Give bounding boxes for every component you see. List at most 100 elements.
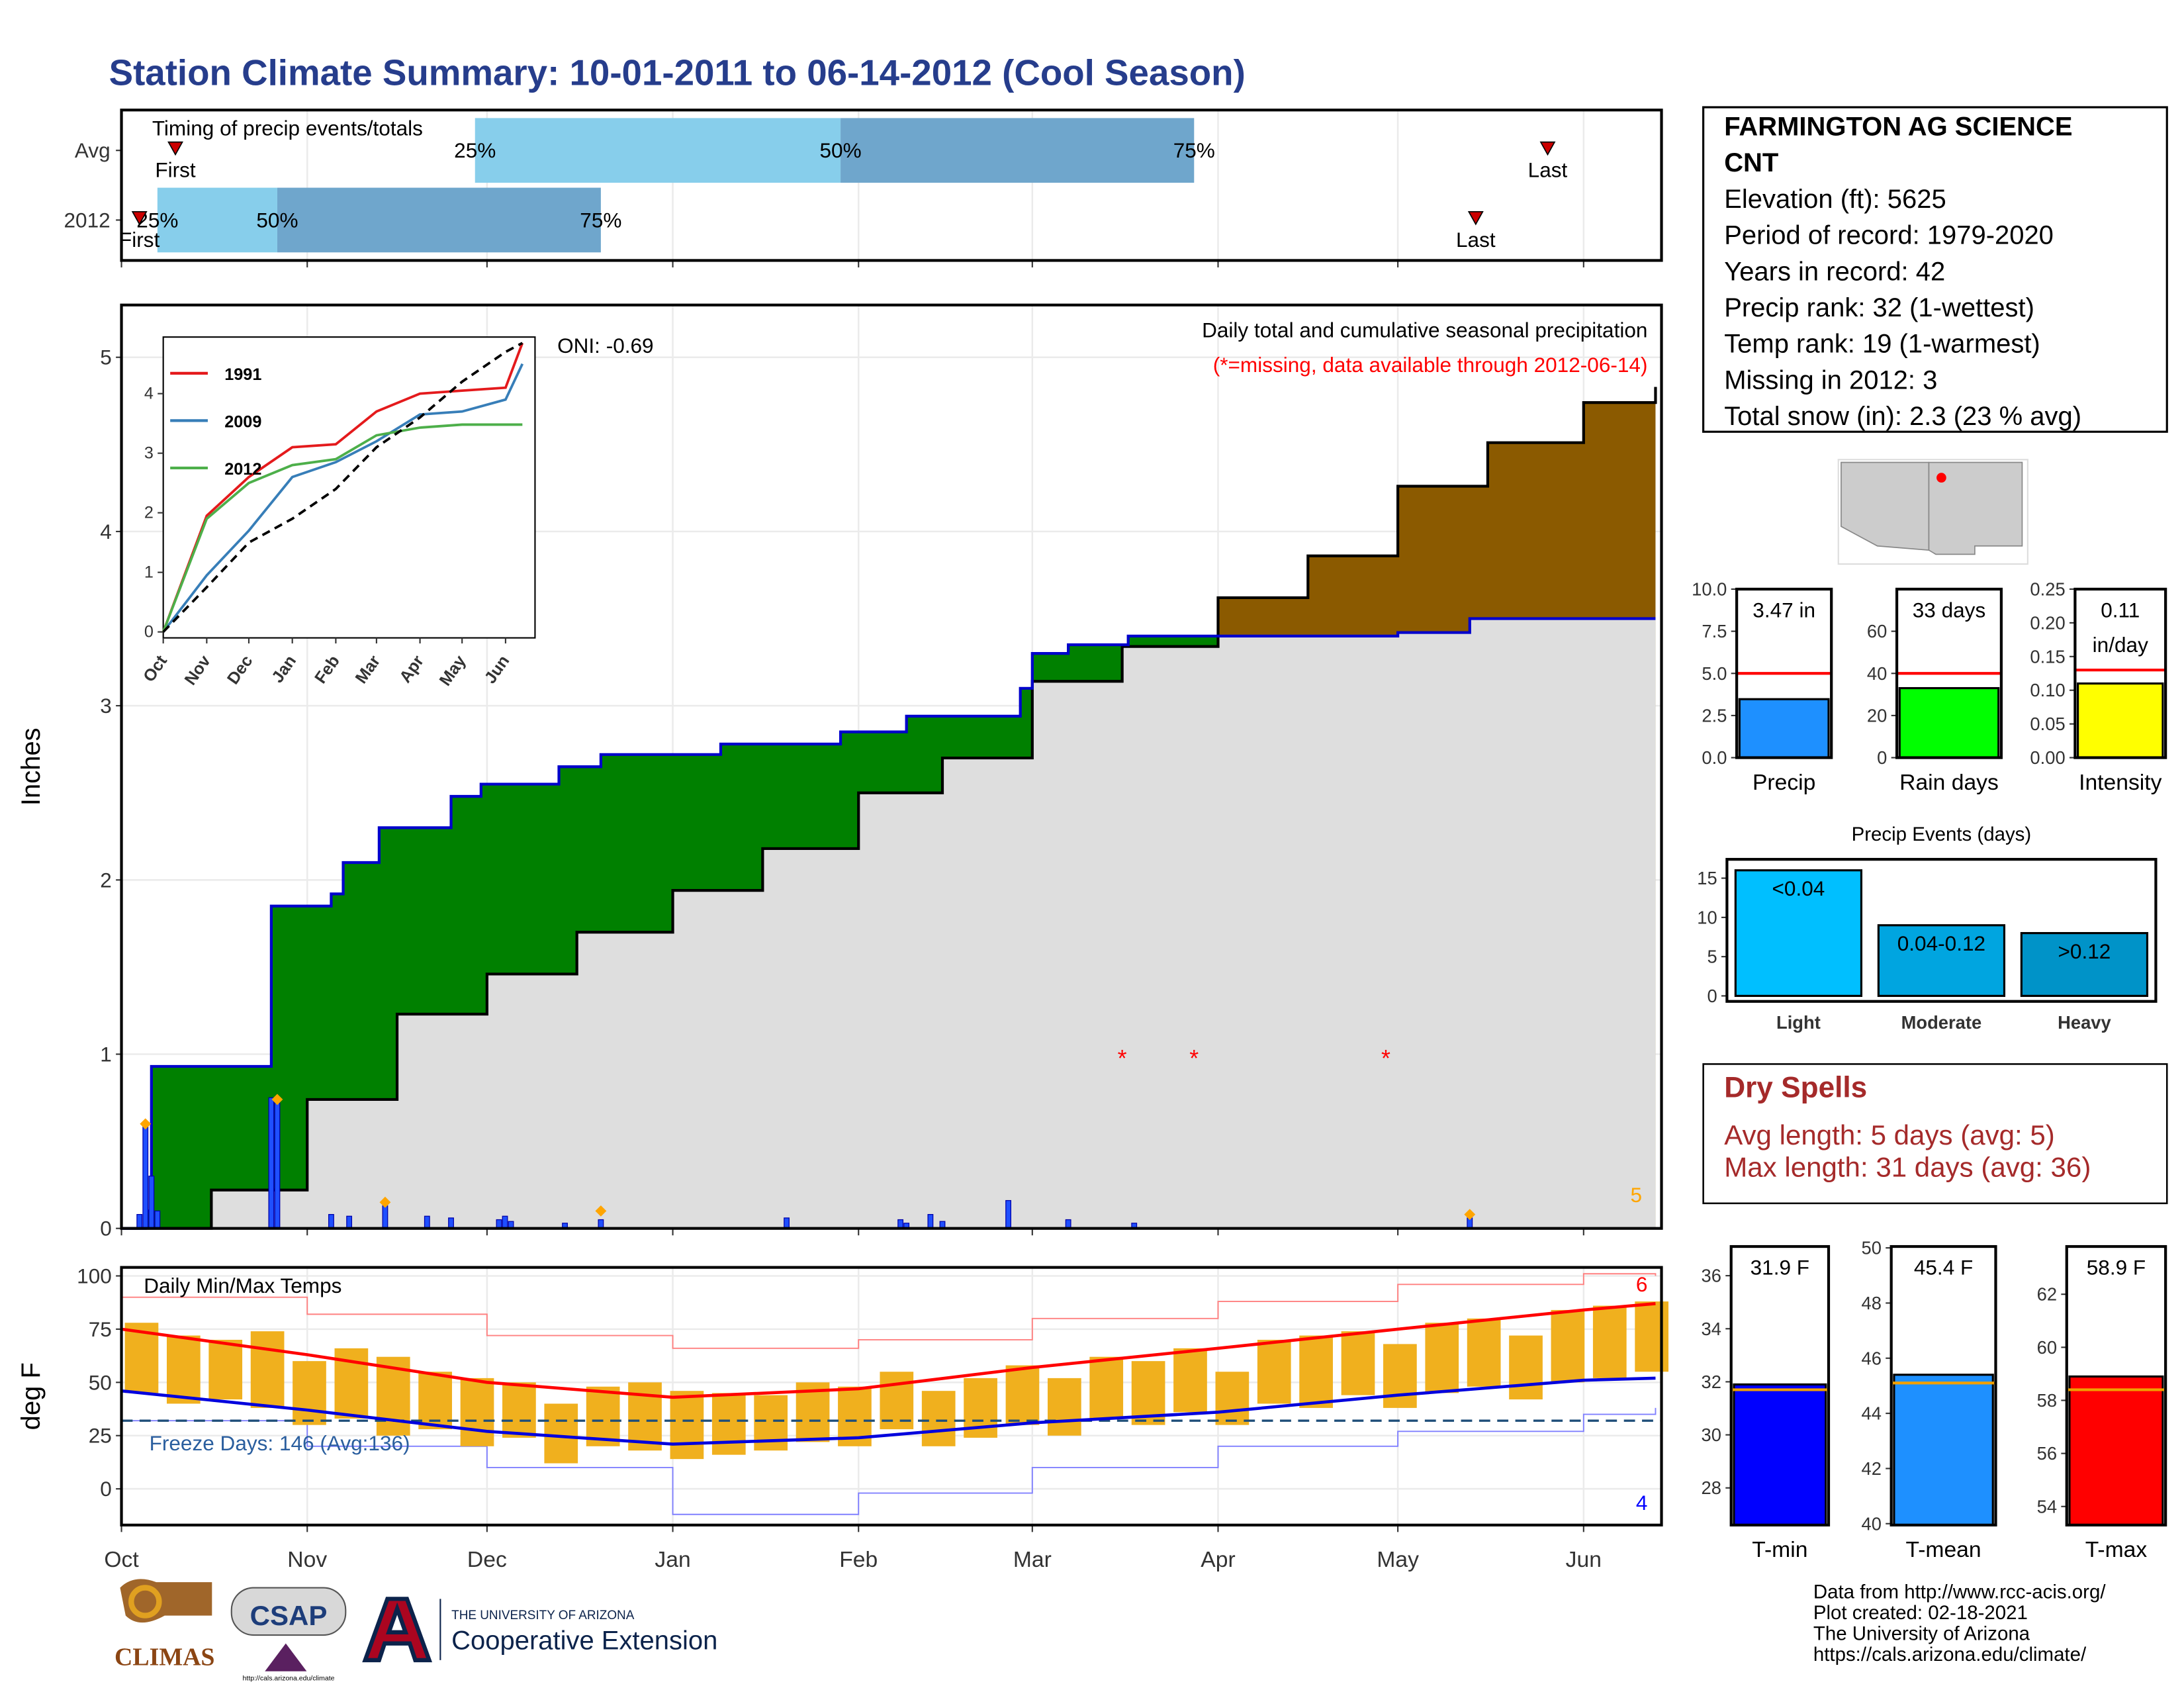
- extension-name: Cooperative Extension: [451, 1626, 717, 1655]
- normal-high-line: [121, 1301, 1656, 1399]
- logos: CLIMAS CSAP http://cals.arizona.edu/clim…: [114, 1579, 717, 1682]
- value-label: 3.47 in: [1752, 598, 1815, 622]
- x-tick-label: Dec: [467, 1548, 507, 1572]
- y-tick-label: 0.10: [2030, 680, 2065, 700]
- temp-range-bar: [1635, 1301, 1669, 1372]
- x-tick-label: Moderate: [1901, 1012, 1982, 1033]
- dry-spells-line: Avg length: 5 days (avg: 5): [1724, 1119, 2055, 1150]
- y-tick-label: 60: [1867, 621, 1887, 641]
- event-marker: [1467, 211, 1484, 226]
- temp-range-bar: [711, 1393, 746, 1455]
- quartile-label: 75%: [580, 208, 621, 232]
- station-name: CNT: [1724, 148, 1778, 177]
- daily-bar: [382, 1205, 388, 1229]
- bar-label: <0.04: [1772, 876, 1825, 900]
- event-marker: [131, 211, 148, 226]
- x-tick-label: Apr: [1201, 1548, 1235, 1572]
- csap-url: http://cals.arizona.edu/climate: [243, 1674, 335, 1682]
- x-tick-label: Jun: [1566, 1548, 1602, 1572]
- season-line: [121, 617, 1656, 1230]
- station-line: Period of record: 1979-2020: [1724, 221, 2054, 250]
- y-tick-label: 15: [1697, 868, 1717, 888]
- daily-bar: [148, 1176, 155, 1229]
- y-tick-label: 2: [100, 868, 112, 892]
- snow-marker: [1464, 1209, 1476, 1221]
- gauge-bar: [1893, 1374, 1994, 1526]
- y-tick-label: 54: [2037, 1496, 2057, 1517]
- panel-border: [1735, 587, 1833, 759]
- bar-label: 0.04-0.12: [1897, 931, 1985, 955]
- average-line: [121, 387, 1657, 1230]
- daily-bar: [274, 1102, 281, 1229]
- temp-range-bar: [544, 1403, 578, 1464]
- legend-label: 2012: [224, 460, 261, 479]
- x-tick-label: Nov: [287, 1548, 327, 1572]
- footer: Data from http://www.rcc-acis.org/ Plot …: [1813, 1581, 2106, 1665]
- panel-border: [1725, 858, 2158, 1003]
- y-tick-label: 58: [2037, 1390, 2057, 1411]
- x-axis-label: Precip: [1752, 771, 1815, 795]
- event-bar: [2020, 932, 2149, 998]
- y-tick-label: 0.0: [1702, 747, 1727, 768]
- low-count: 4: [1636, 1491, 1648, 1515]
- y-tick-label: 0: [1877, 747, 1887, 768]
- y-axis-title: Inches: [17, 727, 46, 806]
- y-tick-label: 44: [1862, 1403, 1882, 1424]
- quartile-bar: [157, 187, 277, 253]
- y-tick-label: 48: [1862, 1293, 1882, 1313]
- temp-range-bar: [1509, 1335, 1543, 1400]
- y-tick-label: 4: [144, 385, 154, 403]
- event-marker: [167, 141, 183, 156]
- panel-border: [120, 303, 1663, 1230]
- temp-range-bar: [586, 1386, 620, 1446]
- y-tick-label: 5: [100, 346, 112, 369]
- y-tick-label: 4: [100, 520, 112, 543]
- row-label: Avg: [75, 138, 111, 162]
- y-tick-label: 40: [1867, 663, 1887, 684]
- event-label: Last: [1456, 228, 1496, 252]
- temp-range-bar: [1005, 1365, 1040, 1425]
- x-tick-label: Oct: [104, 1548, 139, 1572]
- temp-range-bar: [293, 1361, 326, 1425]
- temp-range-bar: [670, 1391, 704, 1460]
- record-low-line: [121, 1407, 1657, 1515]
- y-tick-label: 0: [100, 1477, 112, 1501]
- event-bar: [1877, 924, 2006, 998]
- y-tick-label: 0: [144, 623, 154, 641]
- panel-border: [2065, 1244, 2167, 1526]
- event-marker: [1539, 141, 1556, 156]
- station-line: Elevation (ft): 5625: [1724, 185, 1946, 214]
- y-tick-label: 46: [1862, 1348, 1882, 1368]
- dry-spells-line: Max length: 31 days (avg: 36): [1724, 1152, 2091, 1183]
- x-axis-label: T-mean: [1906, 1538, 1981, 1562]
- high-count: 6: [1636, 1272, 1648, 1296]
- footer-line: The University of Arizona: [1813, 1622, 2030, 1644]
- station-line: Total snow (in): 2.3 (23 % avg): [1724, 402, 2081, 431]
- climas-mark: [128, 1585, 162, 1618]
- footer-line: Data from http://www.rcc-acis.org/: [1813, 1581, 2106, 1603]
- temp-range-bar: [1592, 1305, 1627, 1378]
- quartile-label: 75%: [1173, 138, 1215, 162]
- daily-bar: [784, 1217, 790, 1229]
- legend-label: 2009: [224, 413, 261, 432]
- x-axis-label: Rain days: [1899, 771, 1999, 795]
- row-label: 2012: [64, 208, 111, 232]
- daily-bar: [154, 1210, 161, 1229]
- chart-title: Precip Events (days): [1852, 823, 2032, 845]
- gauge-bar: [1733, 1383, 1827, 1526]
- station-lines: FARMINGTON AG SCIENCE CNT Elevation (ft)…: [1724, 112, 2081, 431]
- snow-marker: [379, 1196, 391, 1208]
- daily-bar: [136, 1214, 143, 1229]
- y-tick-label: 28: [1702, 1477, 1721, 1498]
- locator-map: [1837, 459, 2028, 565]
- ua-name: THE UNIVERSITY OF ARIZONA: [451, 1609, 635, 1622]
- daily-bar: [328, 1214, 334, 1229]
- y-tick-label: 2: [144, 504, 154, 522]
- event-bar: [1734, 869, 1863, 998]
- station-line: Missing in 2012: 3: [1724, 365, 1937, 395]
- dry-spells-box: [1702, 1063, 2168, 1205]
- daily-bar: [424, 1215, 430, 1229]
- quartile-label: 50%: [819, 138, 861, 162]
